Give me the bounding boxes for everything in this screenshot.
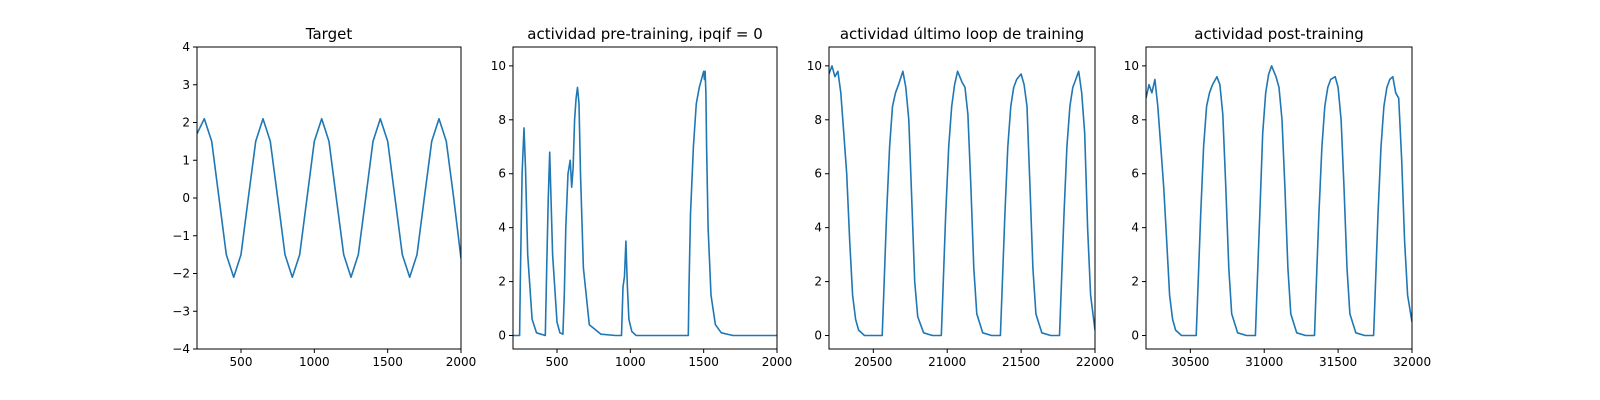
x-tick-label: 30500 [1171,355,1209,369]
y-tick-label: −4 [172,342,190,356]
y-tick-label: 4 [814,221,822,235]
y-tick-label: 4 [1131,221,1139,235]
y-tick-label: 10 [491,59,506,73]
y-tick-label: 8 [1131,113,1139,127]
x-tick-label: 1500 [372,355,403,369]
y-tick-label: 2 [498,275,506,289]
subplot-pre-training: 500 1000 1500 2000 0 2 4 6 8 10 actividad pre-trai… [491,25,793,369]
x-tick-label: 21500 [1002,355,1040,369]
x-tick-label: 500 [230,355,253,369]
x-tick-label: 31000 [1245,355,1283,369]
y-tick-label: 4 [498,221,506,235]
subplot-target: 500 1000 1500 2000 −4 −3 −2 −1 0 1 2 3 4 Target [172,25,476,369]
x-tick-label: 500 [546,355,569,369]
y-tick-label: 2 [182,116,190,130]
axes-frame [196,46,462,350]
subplot-title: Target [305,25,353,43]
x-tick-label: 1500 [688,355,719,369]
axes-frame [512,46,778,350]
y-tick-label: −2 [172,267,190,281]
subplot-title: actividad pre-training, ipqif = 0 [527,25,763,43]
y-tick-label: 0 [1131,329,1139,343]
y-tick-label: 2 [814,275,822,289]
y-tick-label: 0 [498,329,506,343]
subplot-post-training: 30500 31000 31500 32000 0 2 4 6 8 10 actividad pos… [1124,25,1431,369]
y-tick-label: 0 [182,191,190,205]
x-tick-label: 1000 [299,355,330,369]
series-line [829,65,1095,337]
axes-frame [1145,46,1413,350]
y-tick-label: 6 [498,167,506,181]
y-tick-label: 8 [814,113,822,127]
x-tick-label: 32000 [1393,355,1431,369]
x-tick-label: 1000 [615,355,646,369]
series-line [513,70,777,337]
x-tick-label: 2000 [762,355,793,369]
y-tick-label: 6 [814,167,822,181]
y-tick-label: 2 [1131,275,1139,289]
axes-frame [828,46,1096,350]
series-line [197,117,461,279]
x-tick-label: 22000 [1076,355,1114,369]
x-tick-label: 31500 [1319,355,1357,369]
y-tick-label: 10 [1124,59,1139,73]
x-tick-label: 2000 [446,355,477,369]
y-tick-label: −3 [172,304,190,318]
series-line [1146,65,1412,337]
y-tick-label: 1 [182,153,190,167]
subplot-title: actividad último loop de training [840,25,1084,43]
x-tick-label: 21000 [928,355,966,369]
y-tick-label: 4 [182,40,190,54]
y-tick-label: 8 [498,113,506,127]
y-tick-label: 6 [1131,167,1139,181]
y-tick-label: 3 [182,78,190,92]
subplot-title: actividad post-training [1194,25,1363,43]
y-tick-label: −1 [172,229,190,243]
subplot-last-training-loop: 20500 21000 21500 22000 0 2 4 6 8 10 actividad últ… [807,25,1114,369]
y-tick-label: 10 [807,59,822,73]
y-tick-label: 0 [814,329,822,343]
x-tick-label: 20500 [854,355,892,369]
